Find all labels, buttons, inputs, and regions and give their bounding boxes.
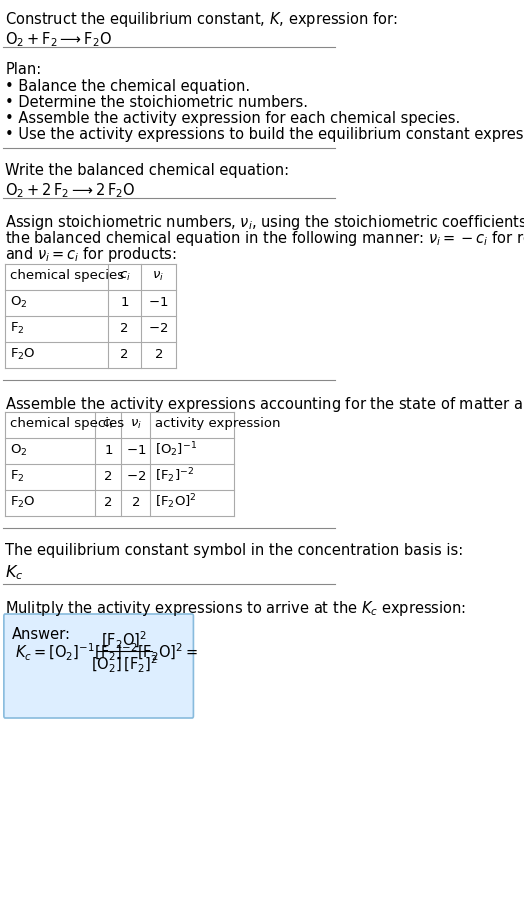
Text: $[\mathrm{F_2}]^{-2}$: $[\mathrm{F_2}]^{-2}$ [156, 466, 194, 484]
Text: chemical species: chemical species [10, 417, 124, 430]
Text: 2: 2 [120, 347, 129, 360]
Text: $\mathrm{F_2O}$: $\mathrm{F_2O}$ [10, 346, 36, 361]
Text: Assemble the activity expressions accounting for the state of matter and $\nu_i$: Assemble the activity expressions accoun… [5, 394, 524, 413]
Text: Construct the equilibrium constant, $K$, expression for:: Construct the equilibrium constant, $K$,… [5, 10, 398, 29]
Text: and $\nu_i = c_i$ for products:: and $\nu_i = c_i$ for products: [5, 244, 177, 263]
Text: $[\mathrm{O_2}]^{-1}$: $[\mathrm{O_2}]^{-1}$ [156, 440, 198, 459]
Text: The equilibrium constant symbol in the concentration basis is:: The equilibrium constant symbol in the c… [5, 542, 463, 557]
Text: $\mathrm{F_2O}$: $\mathrm{F_2O}$ [10, 494, 36, 509]
Text: activity expression: activity expression [156, 417, 281, 430]
Text: $\mathrm{O_2 + F_2 \longrightarrow F_2O}$: $\mathrm{O_2 + F_2 \longrightarrow F_2O}… [5, 30, 112, 49]
Text: $[\mathrm{O_2}]\,[\mathrm{F_2}]^{2}$: $[\mathrm{O_2}]\,[\mathrm{F_2}]^{2}$ [91, 653, 158, 674]
Text: $\nu_i$: $\nu_i$ [152, 269, 164, 282]
Text: • Determine the stoichiometric numbers.: • Determine the stoichiometric numbers. [5, 95, 308, 110]
Text: $2$: $2$ [131, 495, 140, 508]
Text: $[\mathrm{F_2O}]^{2}$: $[\mathrm{F_2O}]^{2}$ [156, 492, 197, 511]
Text: 2: 2 [104, 469, 113, 482]
Text: Mulitply the activity expressions to arrive at the $K_c$ expression:: Mulitply the activity expressions to arr… [5, 598, 466, 617]
Text: $\mathrm{O_2 + 2\,F_2 \longrightarrow 2\,F_2O}$: $\mathrm{O_2 + 2\,F_2 \longrightarrow 2\… [5, 180, 136, 199]
Text: $\mathrm{O_2}$: $\mathrm{O_2}$ [10, 442, 28, 457]
Text: $\mathrm{F_2}$: $\mathrm{F_2}$ [10, 320, 25, 336]
Text: Assign stoichiometric numbers, $\nu_i$, using the stoichiometric coefficients, $: Assign stoichiometric numbers, $\nu_i$, … [5, 213, 524, 232]
Text: $[\mathrm{F_2O}]^{2}$: $[\mathrm{F_2O}]^{2}$ [102, 629, 147, 649]
Text: $-1$: $-1$ [126, 443, 146, 456]
Text: $c_i$: $c_i$ [102, 417, 114, 430]
Text: $\mathrm{O_2}$: $\mathrm{O_2}$ [10, 294, 28, 309]
Text: $c_i$: $c_i$ [118, 269, 130, 282]
Text: chemical species: chemical species [10, 269, 124, 282]
Text: Answer:: Answer: [12, 626, 71, 641]
Text: $K_c = [\mathrm{O_2}]^{-1}[\mathrm{F_2}]^{-2}[\mathrm{F_2O}]^{2} = $: $K_c = [\mathrm{O_2}]^{-1}[\mathrm{F_2}]… [15, 640, 198, 662]
Text: • Balance the chemical equation.: • Balance the chemical equation. [5, 78, 250, 94]
Text: $K_c$: $K_c$ [5, 562, 24, 581]
Text: Plan:: Plan: [5, 62, 41, 77]
Text: • Use the activity expressions to build the equilibrium constant expression.: • Use the activity expressions to build … [5, 127, 524, 142]
Text: $\nu_i$: $\nu_i$ [130, 417, 141, 430]
Text: 1: 1 [120, 295, 129, 308]
Text: $2$: $2$ [154, 347, 163, 360]
FancyBboxPatch shape [4, 614, 193, 718]
Text: • Assemble the activity expression for each chemical species.: • Assemble the activity expression for e… [5, 111, 461, 126]
Text: 2: 2 [120, 321, 129, 334]
Text: the balanced chemical equation in the following manner: $\nu_i = -c_i$ for react: the balanced chemical equation in the fo… [5, 229, 524, 248]
Text: Write the balanced chemical equation:: Write the balanced chemical equation: [5, 163, 289, 178]
Text: 1: 1 [104, 443, 113, 456]
Text: $\mathrm{F_2}$: $\mathrm{F_2}$ [10, 468, 25, 483]
Text: $-2$: $-2$ [126, 469, 146, 482]
Text: $-2$: $-2$ [148, 321, 168, 334]
Text: $-1$: $-1$ [148, 295, 168, 308]
Text: 2: 2 [104, 495, 113, 508]
